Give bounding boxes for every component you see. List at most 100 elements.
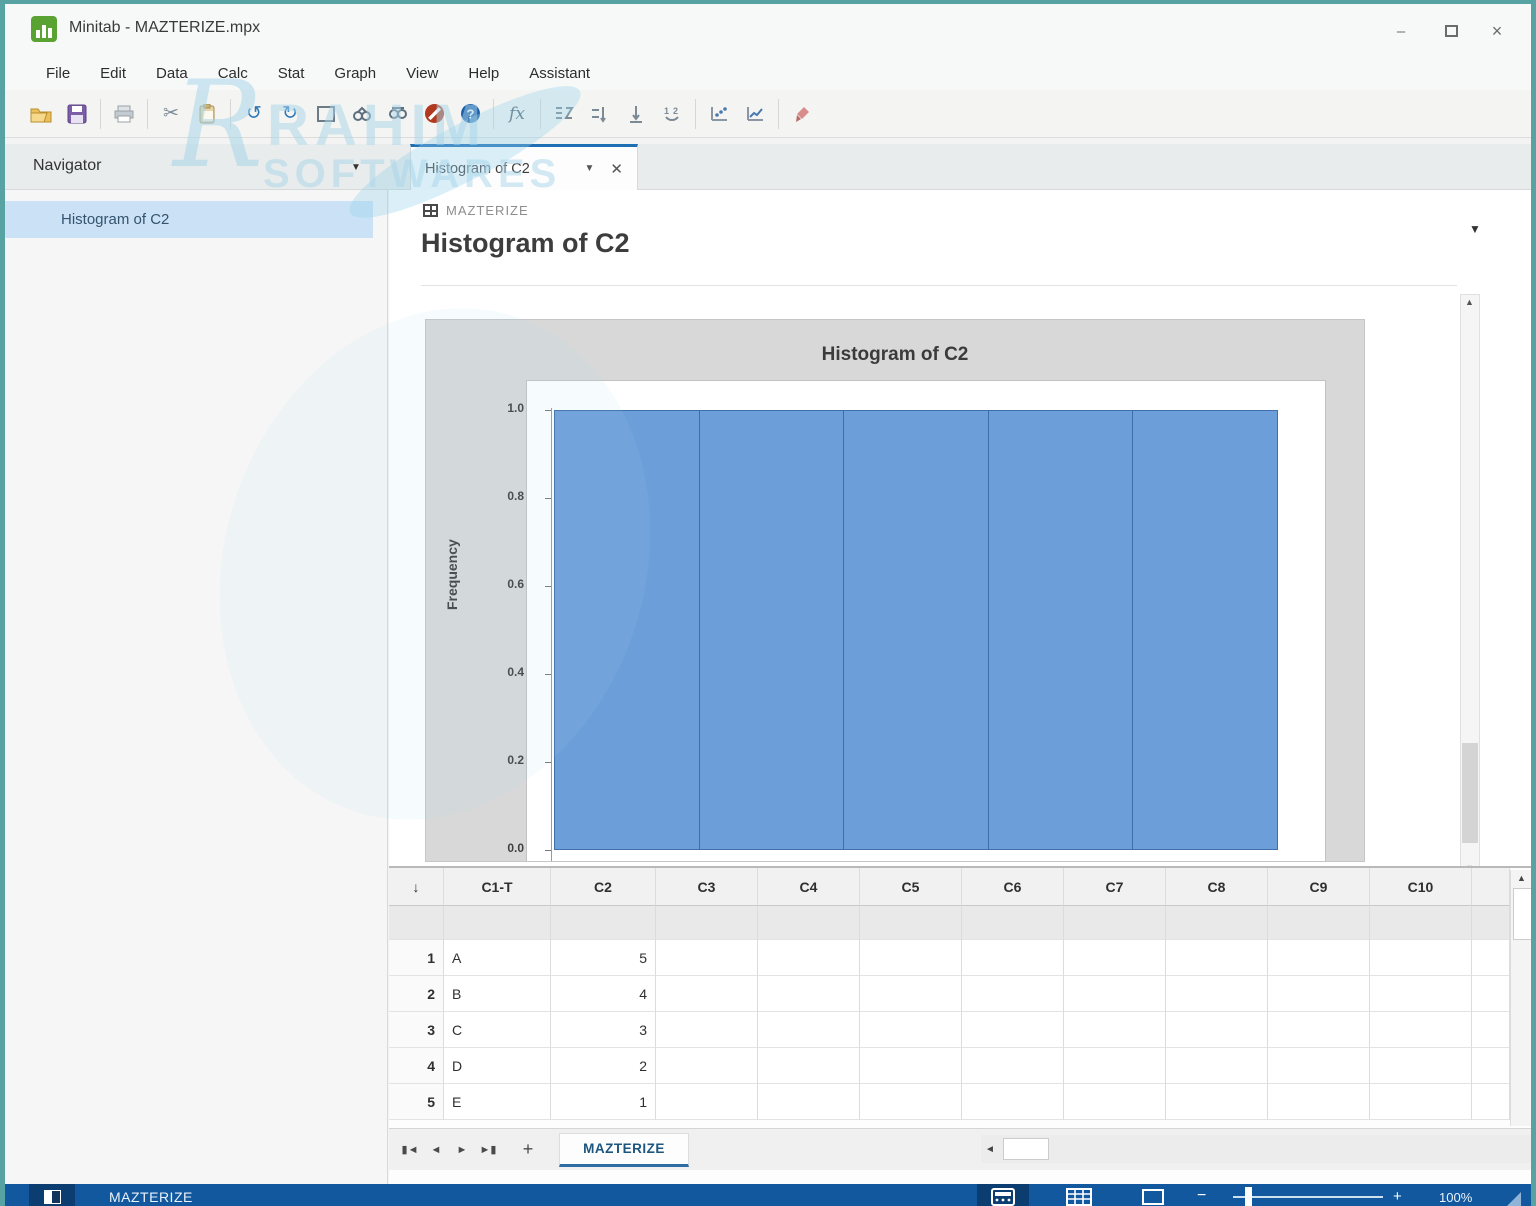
show-worksheet-button[interactable] xyxy=(1053,1184,1105,1206)
cell-empty[interactable] xyxy=(656,1012,758,1048)
cell-empty[interactable] xyxy=(962,940,1064,976)
column-header-c1-t[interactable]: C1-T xyxy=(444,868,551,906)
menu-assistant[interactable]: Assistant xyxy=(529,64,591,82)
cell-empty[interactable] xyxy=(860,1048,962,1084)
save-icon[interactable] xyxy=(59,96,95,132)
cell-empty[interactable] xyxy=(1370,1012,1472,1048)
column-header-c4[interactable]: C4 xyxy=(758,868,860,906)
cell-empty[interactable] xyxy=(1370,1084,1472,1120)
zoom-out-button[interactable]: − xyxy=(1197,1187,1207,1204)
cell-empty[interactable] xyxy=(656,976,758,1012)
cell-empty[interactable] xyxy=(1472,1012,1510,1048)
menu-calc[interactable]: Calc xyxy=(217,64,248,82)
navigator-toggle-button[interactable] xyxy=(29,1184,75,1206)
cell-empty[interactable] xyxy=(1166,940,1268,976)
histogram-bar[interactable] xyxy=(987,410,1133,850)
cell-empty[interactable] xyxy=(1268,976,1370,1012)
menu-edit[interactable]: Edit xyxy=(100,64,127,82)
navigator-item-histogram-of-c2[interactable]: Histogram of C2 xyxy=(5,201,373,238)
column-header-c3[interactable]: C3 xyxy=(656,868,758,906)
cell-c1t[interactable]: D xyxy=(444,1048,551,1084)
cell-empty[interactable] xyxy=(1166,1084,1268,1120)
first-worksheet-icon[interactable]: ▮◄ xyxy=(401,1144,419,1156)
column-direction-arrow-icon[interactable]: ↓ xyxy=(389,868,444,906)
cell-empty[interactable] xyxy=(962,1048,1064,1084)
column-header-c8[interactable]: C8 xyxy=(1166,868,1268,906)
close-button[interactable]: × xyxy=(1491,20,1503,41)
tab-close-icon[interactable]: ✕ xyxy=(610,160,623,178)
cell-c1t[interactable]: C xyxy=(444,1012,551,1048)
menu-help[interactable]: Help xyxy=(468,64,500,82)
cell-empty[interactable] xyxy=(1472,940,1510,976)
cut-icon[interactable]: ✂ xyxy=(163,103,179,124)
cell-empty[interactable] xyxy=(1472,1084,1510,1120)
worksheet-tab-mazterize[interactable]: MAZTERIZE xyxy=(559,1132,689,1167)
cell-empty[interactable] xyxy=(1472,976,1510,1012)
cell-empty[interactable] xyxy=(1268,1084,1370,1120)
name-row-cell[interactable] xyxy=(1166,906,1268,940)
cell-empty[interactable] xyxy=(860,940,962,976)
cell-empty[interactable] xyxy=(656,940,758,976)
column-header-c9[interactable]: C9 xyxy=(1268,868,1370,906)
table-horizontal-scrollbar[interactable]: ◄ ► xyxy=(981,1135,1531,1163)
name-row-cell[interactable] xyxy=(1472,906,1510,940)
cell-c2[interactable]: 5 xyxy=(551,940,656,976)
tab-dropdown-icon[interactable]: ▼ xyxy=(584,163,595,174)
scroll-left-icon[interactable]: ◄ xyxy=(985,1143,995,1155)
cell-empty[interactable] xyxy=(1268,1012,1370,1048)
menu-stat[interactable]: Stat xyxy=(277,64,305,82)
scatterplot-icon[interactable] xyxy=(701,96,737,132)
cell-c2[interactable]: 2 xyxy=(551,1048,656,1084)
insert-rows-icon[interactable] xyxy=(546,96,582,132)
find-next-icon[interactable] xyxy=(344,96,380,132)
brush-icon[interactable] xyxy=(784,96,820,132)
scroll-up-icon[interactable]: ▲ xyxy=(1517,873,1526,883)
cell-empty[interactable] xyxy=(758,1084,860,1120)
name-row-cell[interactable] xyxy=(962,906,1064,940)
last-worksheet-icon[interactable]: ►▮ xyxy=(479,1144,497,1156)
column-header-c6[interactable]: C6 xyxy=(962,868,1064,906)
name-row-cell[interactable] xyxy=(656,906,758,940)
show-output-button[interactable] xyxy=(977,1184,1029,1206)
cell-empty[interactable] xyxy=(1268,1048,1370,1084)
cell-empty[interactable] xyxy=(962,1084,1064,1120)
name-row-cell[interactable] xyxy=(860,906,962,940)
name-row-cell[interactable] xyxy=(444,906,551,940)
histogram-bar[interactable] xyxy=(698,410,844,850)
name-row-cell[interactable] xyxy=(1064,906,1166,940)
cell-empty[interactable] xyxy=(1166,1012,1268,1048)
stack-icon[interactable] xyxy=(618,96,654,132)
name-row-cell[interactable] xyxy=(758,906,860,940)
scrollbar-thumb[interactable] xyxy=(1003,1138,1049,1160)
add-worksheet-button[interactable]: + xyxy=(522,1139,534,1159)
paste-icon[interactable] xyxy=(189,96,225,132)
cell-empty[interactable] xyxy=(656,1084,758,1120)
cell-empty[interactable] xyxy=(860,1012,962,1048)
cell-empty[interactable] xyxy=(656,1048,758,1084)
scrollbar-thumb[interactable] xyxy=(1513,888,1531,940)
cell-empty[interactable] xyxy=(1370,940,1472,976)
cell-empty[interactable] xyxy=(1064,976,1166,1012)
cell-empty[interactable] xyxy=(1064,1084,1166,1120)
find-previous-icon[interactable] xyxy=(380,96,416,132)
zoom-in-button[interactable]: + xyxy=(1393,1188,1402,1205)
open-folder-icon[interactable] xyxy=(23,96,59,132)
zoom-slider-handle[interactable] xyxy=(1245,1187,1252,1206)
column-header-c7[interactable]: C7 xyxy=(1064,868,1166,906)
cell-empty[interactable] xyxy=(1064,1012,1166,1048)
cell-empty[interactable] xyxy=(1370,1048,1472,1084)
cell-empty[interactable] xyxy=(1064,940,1166,976)
scroll-up-icon[interactable]: ▲ xyxy=(1465,297,1474,307)
menu-file[interactable]: File xyxy=(46,64,71,82)
menu-data[interactable]: Data xyxy=(156,64,188,82)
previous-worksheet-icon[interactable]: ◄ xyxy=(430,1143,442,1156)
histogram-bar[interactable] xyxy=(843,410,988,850)
print-icon[interactable] xyxy=(106,96,142,132)
cell-c2[interactable]: 1 xyxy=(551,1084,656,1120)
cell-empty[interactable] xyxy=(758,940,860,976)
cell-empty[interactable] xyxy=(1166,1048,1268,1084)
menu-graph[interactable]: Graph xyxy=(334,64,377,82)
column-header-c5[interactable]: C5 xyxy=(860,868,962,906)
cell-empty[interactable] xyxy=(1064,1048,1166,1084)
scrollbar-thumb[interactable] xyxy=(1462,743,1478,843)
